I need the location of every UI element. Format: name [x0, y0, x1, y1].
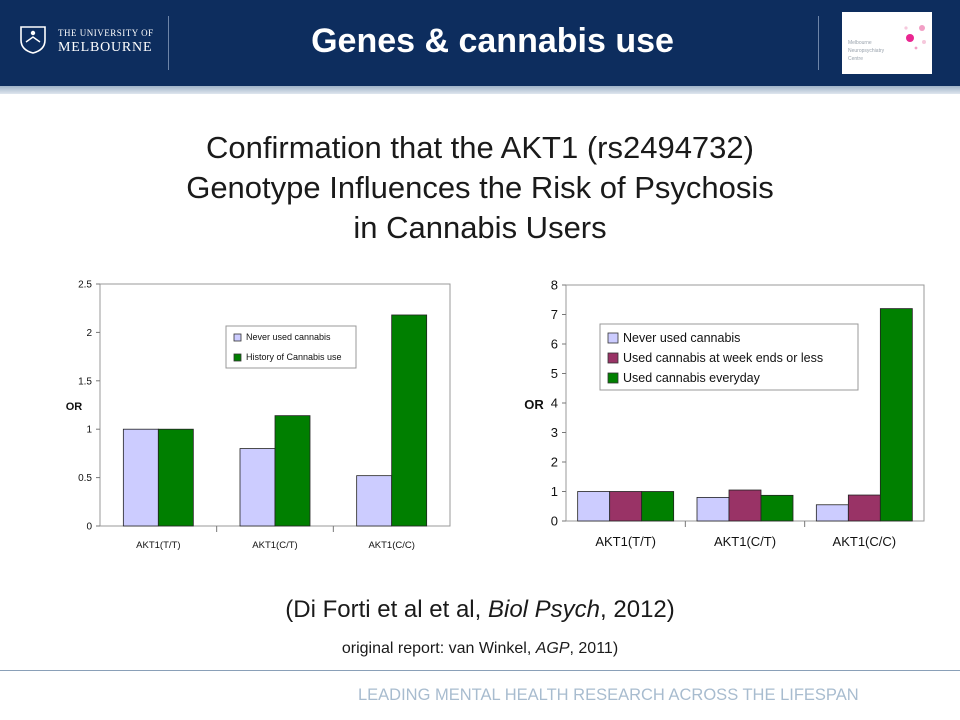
y-tick-label: 0.5 [78, 473, 92, 484]
legend-box [225, 325, 357, 369]
legend-label: Never used cannabis [623, 331, 740, 345]
x-category-label: AKT1(C/T) [252, 540, 297, 551]
footer-divider [0, 670, 960, 671]
header-title: Genes & cannabis use [311, 22, 674, 60]
university-name-line2: MELBOURNE [58, 40, 153, 55]
citation-authors: (Di Forti et al et al, [285, 596, 488, 623]
centre-logo-flower-icon [904, 25, 926, 50]
legend-swatch [233, 353, 242, 362]
slide-title-line2: Genotype Influences the Risk of Psychosi… [186, 170, 774, 205]
bar [239, 448, 276, 527]
legend-label: Used cannabis at week ends or less [623, 351, 823, 365]
legend-box [599, 323, 859, 391]
footer-tagline: LEADING MENTAL HEALTH RESEARCH ACROSS TH… [358, 686, 859, 704]
bar [696, 496, 730, 522]
centre-logo-line3: Centre [848, 56, 864, 62]
legend-swatch [607, 352, 619, 364]
y-tick-label: 6 [551, 337, 558, 352]
x-category-label: AKT1(C/C) [833, 534, 897, 549]
citation: (Di Forti et al et al, Biol Psych, 2012) [0, 596, 960, 624]
slide-title-line1: Confirmation that the AKT1 (rs2494732) [206, 130, 754, 165]
bar [122, 428, 159, 527]
y-tick-label: 2 [551, 455, 558, 470]
bar [760, 494, 794, 522]
y-tick-label: 0 [86, 522, 92, 533]
y-tick-label: 4 [551, 396, 558, 411]
header-divider-left [168, 16, 169, 70]
original-report-year: , 2011) [569, 640, 619, 657]
y-tick-label: 0 [551, 514, 558, 529]
legend-label: History of Cannabis use [246, 352, 342, 362]
legend-swatch [607, 372, 619, 384]
bar [577, 491, 611, 522]
y-tick-label: 2 [86, 328, 92, 339]
chart-akt1-frequency-of-use: 0 1 2 3 4 5 6 7 8 OR AKT1(T/T) AKT1(C/T) AKT1(C/C) Ne… [524, 278, 925, 549]
y-tick-label: 2.5 [78, 280, 92, 291]
y-tick-label: 8 [551, 278, 558, 293]
y-tick-label: 3 [551, 425, 558, 440]
legend-label: Never used cannabis [246, 332, 331, 342]
original-report: original report: van Winkel, AGP, 2011) [0, 640, 960, 658]
bar [815, 504, 849, 522]
bar [609, 491, 643, 522]
legend-swatch [233, 333, 242, 342]
x-category-label: AKT1(C/C) [368, 540, 414, 551]
y-axis-label: OR [524, 397, 544, 412]
legend-swatch [607, 332, 619, 344]
original-report-journal: AGP [535, 640, 570, 657]
bar [157, 428, 194, 527]
x-category-label: AKT1(T/T) [595, 534, 656, 549]
legend-label: Used cannabis everyday [623, 371, 761, 385]
citation-year: , 2012) [600, 596, 675, 623]
y-axis-label: OR [66, 401, 83, 413]
bar [728, 489, 762, 522]
centre-logo-line1: Melbourne [848, 40, 872, 46]
centre-logo-line2: Neuropsychiatry [848, 48, 885, 54]
plot-area [565, 284, 925, 522]
neuropsychiatry-centre-logo: Melbourne Neuropsychiatry Centre [842, 12, 932, 74]
y-tick-label: 1.5 [78, 376, 92, 387]
x-category-label: AKT1(T/T) [136, 540, 180, 551]
x-category-label: AKT1(C/T) [714, 534, 776, 549]
y-tick-label: 1 [551, 484, 558, 499]
y-tick-label: 5 [551, 366, 558, 381]
university-logo: THE UNIVERSITY OF MELBOURNE [18, 18, 178, 66]
bar [641, 491, 675, 522]
bar [356, 475, 393, 527]
original-report-authors: original report: van Winkel, [341, 640, 536, 657]
chart-akt1-history-of-use: 0 0.5 1 1.5 2 2.5 OR AKT1(T/T) AKT1(C/T) AKT1(C/C… [66, 280, 451, 551]
university-crest-icon [20, 26, 46, 54]
slide-title-line3: in Cannabis Users [353, 210, 607, 245]
y-tick-label: 1 [86, 425, 92, 436]
header-bar: THE UNIVERSITY OF MELBOURNE Genes & cann… [0, 0, 960, 86]
bar [879, 308, 913, 522]
citation-journal: Biol Psych [487, 596, 601, 623]
header-stripe [0, 86, 960, 94]
header-divider-right [818, 16, 819, 70]
bar [274, 415, 311, 527]
y-tick-label: 7 [551, 307, 558, 322]
bar [847, 494, 881, 522]
university-name-line1: THE UNIVERSITY OF [58, 28, 154, 38]
bar [391, 314, 428, 527]
slide-title: Confirmation that the AKT1 (rs2494732) G… [120, 128, 840, 248]
